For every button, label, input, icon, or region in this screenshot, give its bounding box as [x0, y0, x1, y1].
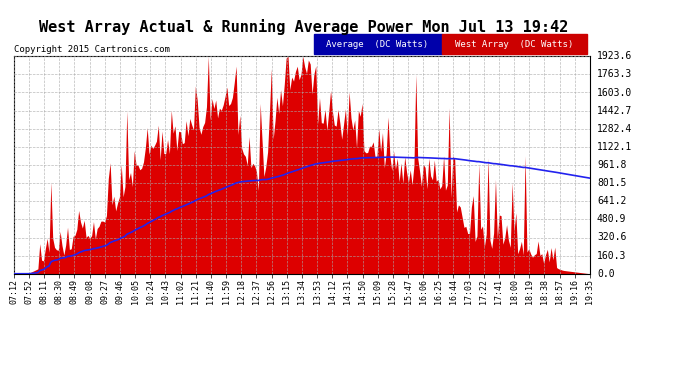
Text: 1763.3: 1763.3 — [597, 69, 632, 80]
Text: Copyright 2015 Cartronics.com: Copyright 2015 Cartronics.com — [14, 45, 170, 54]
FancyBboxPatch shape — [314, 34, 442, 54]
Text: 801.5: 801.5 — [597, 178, 627, 188]
Text: West Array Actual & Running Average Power Mon Jul 13 19:42: West Array Actual & Running Average Powe… — [39, 19, 569, 35]
Text: 961.8: 961.8 — [597, 160, 627, 170]
Text: 641.2: 641.2 — [597, 196, 627, 206]
Text: 320.6: 320.6 — [597, 232, 627, 243]
FancyBboxPatch shape — [442, 34, 586, 54]
Text: 1603.0: 1603.0 — [597, 87, 632, 98]
Text: 1923.6: 1923.6 — [597, 51, 632, 61]
Text: 480.9: 480.9 — [597, 214, 627, 224]
Text: West Array  (DC Watts): West Array (DC Watts) — [455, 40, 573, 49]
Text: 1122.1: 1122.1 — [597, 142, 632, 152]
Text: 160.3: 160.3 — [597, 251, 627, 261]
Text: 0.0: 0.0 — [597, 269, 615, 279]
Text: 1442.7: 1442.7 — [597, 106, 632, 116]
Text: 1282.4: 1282.4 — [597, 124, 632, 134]
Text: Average  (DC Watts): Average (DC Watts) — [326, 40, 428, 49]
